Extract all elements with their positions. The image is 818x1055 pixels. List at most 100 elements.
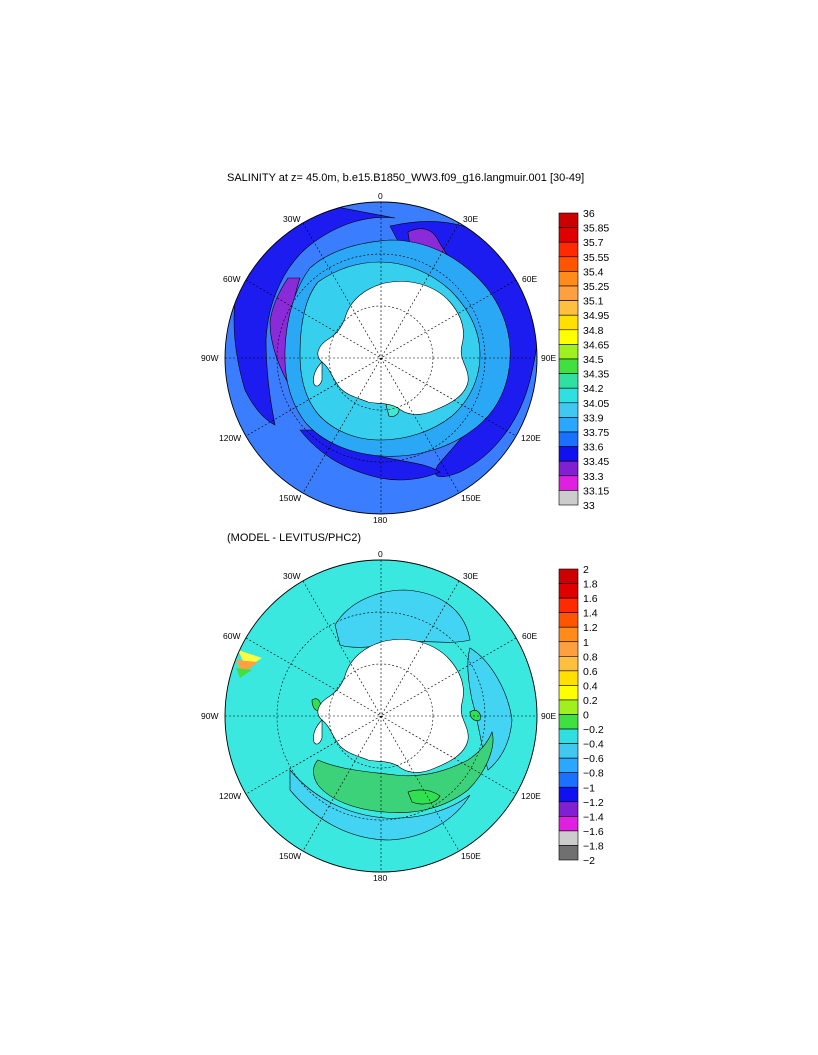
salinity-colorbar-label: 34.35: [583, 369, 609, 381]
difference-colorbar-box: [558, 670, 579, 686]
salinity-colorbar-box: [558, 300, 579, 316]
salinity-colorbar-label: 34.2: [583, 383, 604, 395]
salinity-colorbar-box: [558, 285, 579, 301]
salinity-panel-title: SALINITY at z= 45.0m, b.e15.B1850_WW3.f0…: [227, 172, 585, 184]
difference-colorbar-box: [558, 830, 579, 846]
antarctica-land: [317, 639, 469, 773]
lon-label-0: 0: [378, 549, 383, 559]
difference-colorbar-box: [558, 816, 579, 832]
salinity-colorbar-label: 34.05: [583, 398, 609, 410]
salinity-colorbar-label: 35.85: [583, 223, 609, 235]
lon-label-180: 180: [373, 515, 387, 525]
difference-positive-band: [313, 731, 494, 813]
difference-colorbar-box: [558, 626, 579, 643]
difference-colorbar-label: −1: [583, 782, 595, 794]
difference-colorbar-box: [558, 772, 579, 788]
salinity-map: 0 30W 30E 60W 60E 90W 90E 120W 120E 150W…: [201, 191, 556, 525]
difference-panel-title: (MODEL - LEVITUS/PHC2): [227, 532, 362, 544]
salinity-colorbar-label: 33.45: [583, 456, 609, 468]
difference-colorbar-box: [558, 641, 579, 657]
difference-colorbar-label: 0: [583, 710, 589, 722]
salinity-colorbar-label: 35.7: [583, 237, 604, 249]
difference-spot-east: [407, 789, 441, 805]
difference-colorbar-label: 0.2: [583, 695, 598, 707]
antarctic-peninsula: [313, 719, 323, 745]
lon-label-150e: 150E: [461, 851, 481, 861]
lon-label-120e: 120E: [521, 433, 541, 443]
lon-label-60e: 60E: [522, 631, 537, 641]
salinity-colorbar-box: [558, 241, 579, 258]
salinity-colorbar-label: 33: [583, 500, 595, 512]
difference-colorbar-box: [558, 786, 579, 803]
salinity-colorbar-box: [558, 344, 579, 360]
difference-colorbar-label: 1.6: [583, 593, 598, 605]
difference-warm-streak-3: [236, 668, 252, 678]
difference-colorbar-box: [558, 699, 579, 715]
lon-label-120e: 120E: [521, 791, 541, 801]
difference-colorbar-label: −1.2: [583, 797, 604, 809]
salinity-colorbar-label: 34.8: [583, 325, 604, 337]
difference-colorbar-label: −1.6: [583, 826, 604, 838]
lon-label-30e: 30E: [463, 214, 478, 224]
antarctic-peninsula: [313, 361, 323, 387]
difference-colorbar-label: 1.2: [583, 622, 598, 634]
salinity-colorbar-label: 34.5: [583, 354, 604, 366]
difference-colorbar-label: −1.4: [583, 811, 604, 823]
lon-label-30w: 30W: [283, 571, 300, 581]
difference-colorbar-box: [558, 583, 579, 599]
salinity-colorbar-label: 35.25: [583, 281, 609, 293]
lon-label-120w: 120W: [219, 433, 241, 443]
lon-label-0: 0: [378, 191, 383, 201]
difference-colorbar-box: [558, 801, 579, 817]
salinity-colorbar-label: 35.1: [583, 296, 604, 308]
difference-colorbar-label: 0.4: [583, 680, 598, 692]
salinity-colorbar-box: [558, 460, 579, 477]
lon-label-180: 180: [373, 873, 387, 883]
salinity-colorbar-label: 33.6: [583, 442, 604, 454]
difference-colorbar-label: 1.4: [583, 608, 598, 620]
salinity-graticule: [225, 202, 537, 514]
difference-colorbar-box: [558, 743, 579, 759]
difference-patch-east: [467, 647, 513, 771]
difference-colorbar-box: [558, 655, 579, 672]
salinity-colorbar-label: 35.55: [583, 252, 609, 264]
difference-colorbar-box: [558, 568, 579, 584]
salinity-colorbar-label: 33.3: [583, 471, 604, 483]
difference-colorbar-box: [558, 685, 579, 701]
difference-graticule: [225, 560, 537, 872]
salinity-colorbar-box: [558, 271, 579, 287]
lon-label-30w: 30W: [283, 214, 300, 224]
lon-label-60w: 60W: [223, 274, 240, 284]
difference-colorbar-box: [558, 612, 579, 628]
salinity-colorbar-box: [558, 227, 579, 243]
lon-label-150w: 150W: [279, 851, 301, 861]
salinity-colorbar-box: [558, 256, 579, 272]
difference-colorbar-box: [558, 845, 579, 861]
antarctica-land: [317, 281, 469, 415]
lon-label-60w: 60W: [223, 631, 240, 641]
salinity-colorbar-box: [558, 446, 579, 462]
salinity-colorbar-label: 34.95: [583, 310, 609, 322]
lon-label-90w: 90W: [201, 353, 218, 363]
salinity-colorbar-label: 33.75: [583, 427, 609, 439]
lon-label-90e: 90E: [541, 711, 556, 721]
difference-colorbar-box: [558, 714, 579, 730]
salinity-colorbar-box: [558, 314, 579, 331]
salinity-colorbar-label: 33.9: [583, 412, 604, 424]
difference-map: 0 30W 30E 60W 60E 90W 90E 120W 120E 150W…: [201, 549, 556, 883]
salinity-colorbar-box: [558, 402, 579, 418]
salinity-colorbar-box: [558, 475, 579, 491]
salinity-colorbar-label: 36: [583, 208, 595, 220]
lon-label-30e: 30E: [463, 571, 478, 581]
salinity-colorbar-box: [558, 358, 579, 374]
difference-colorbar-label: 1.8: [583, 579, 598, 591]
difference-colorbar-label: −2: [583, 855, 595, 867]
difference-colorbar-box: [558, 757, 579, 774]
difference-colorbar-box: [558, 597, 579, 613]
difference-colorbar-label: 0.8: [583, 651, 598, 663]
difference-colorbar-label: 0.6: [583, 666, 598, 678]
salinity-colorbar-box: [558, 490, 579, 506]
salinity-colorbar-label: 33.15: [583, 485, 609, 497]
salinity-colorbar-box: [558, 329, 579, 345]
difference-colorbar-label: −0.4: [583, 739, 604, 751]
